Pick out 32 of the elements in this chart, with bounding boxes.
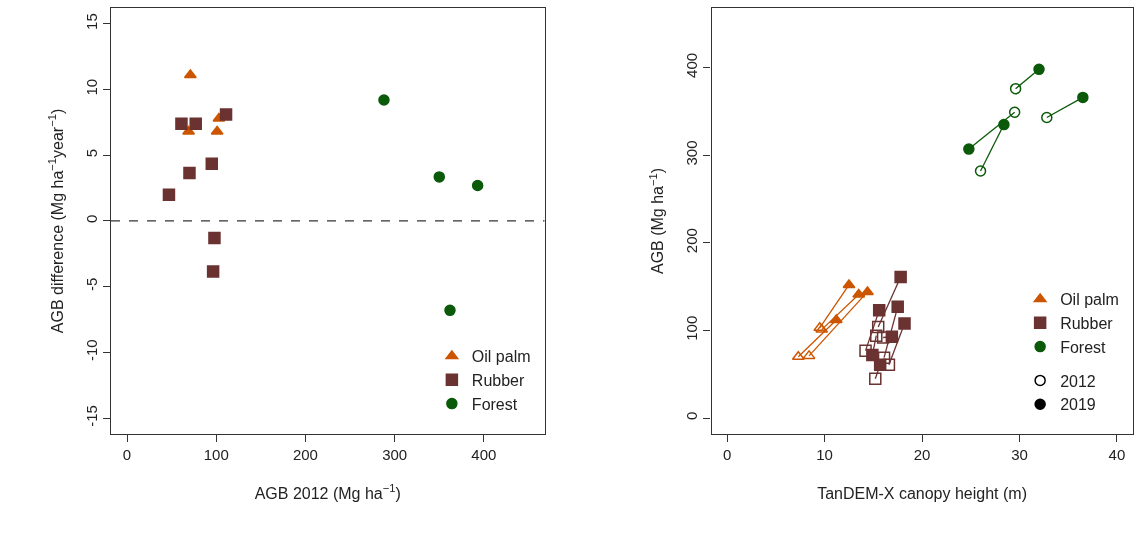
- x-tick-label: 0: [722, 445, 732, 463]
- legend-label: Rubber: [1060, 315, 1114, 333]
- x-tick-label: 10: [816, 445, 833, 463]
- y-tick-label: 400: [683, 52, 701, 78]
- y-tick-label: 300: [683, 140, 701, 166]
- x-tick-label: 20: [913, 445, 931, 463]
- x-axis-title: AGB 2012 (Mg ha$^{−1}$): [254, 481, 401, 502]
- y-tick-label: -10: [82, 339, 100, 361]
- legend-label: Forest: [1060, 338, 1107, 356]
- x-tick-label: 100: [203, 445, 229, 463]
- legend-label: Oil palm: [471, 348, 531, 366]
- legend-label: 2012: [1060, 372, 1096, 390]
- y-tick-label: -15: [82, 405, 100, 427]
- x-tick-label: 400: [471, 445, 497, 463]
- y-tick-label: 0: [683, 411, 701, 421]
- y-tick-label: 0: [82, 214, 100, 223]
- x-tick-label: 40: [1108, 445, 1126, 463]
- legend-label: Rubber: [471, 372, 526, 390]
- legend-label: 2019: [1060, 396, 1096, 414]
- x-tick-label: 200: [292, 445, 318, 463]
- y-tick-label: 10: [82, 78, 100, 96]
- y-tick-label: 5: [82, 148, 100, 158]
- y-tick-label: 200: [683, 228, 701, 254]
- y-tick-label: -5: [82, 277, 100, 292]
- x-tick-label: 300: [382, 445, 408, 463]
- x-axis-title: TanDEM-X canopy height (m): [817, 484, 1027, 502]
- x-tick-label: 0: [122, 445, 132, 463]
- x-tick-label: 30: [1011, 445, 1028, 463]
- y-tick-label: 100: [683, 315, 701, 341]
- y-tick-label: 15: [82, 13, 100, 30]
- legend-label: Oil palm: [1060, 291, 1119, 309]
- legend-label: Forest: [471, 395, 518, 413]
